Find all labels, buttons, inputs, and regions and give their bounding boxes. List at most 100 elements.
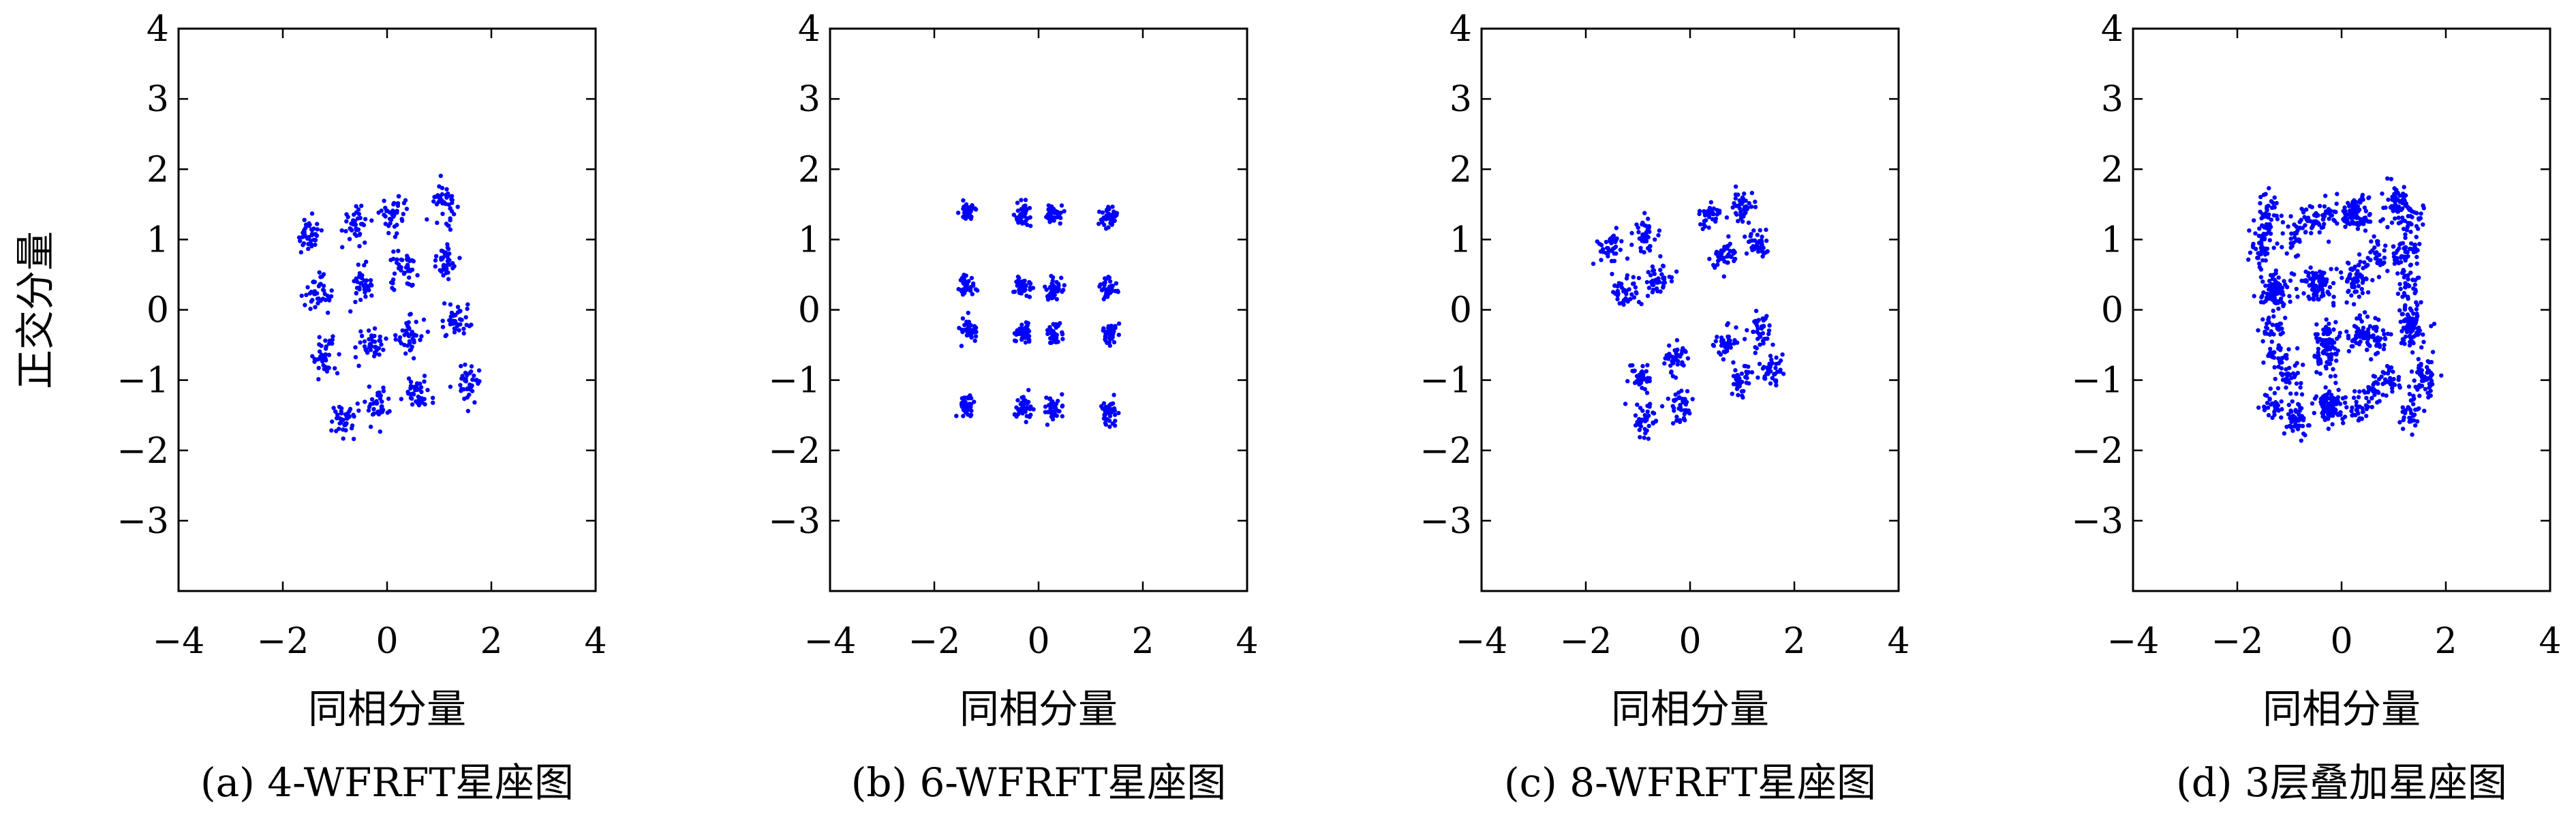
data-point [1054, 288, 1059, 293]
data-point [372, 326, 378, 331]
data-point [1651, 410, 1655, 415]
data-point [1610, 248, 1614, 254]
data-point [1683, 349, 1688, 354]
data-point [1045, 331, 1050, 337]
data-point [1760, 234, 1764, 239]
data-point [1758, 334, 1763, 339]
data-point [966, 287, 972, 292]
data-point [339, 420, 343, 425]
data-point [2307, 204, 2312, 209]
data-point [457, 256, 462, 260]
data-point [1112, 412, 1118, 417]
shared-y-axis-label: 正交分量 [12, 231, 59, 389]
data-point [1773, 378, 1778, 383]
data-point [2377, 342, 2382, 348]
x-tick-label: −2 [1560, 621, 1612, 662]
data-point [2415, 387, 2420, 392]
data-point [1613, 291, 1618, 296]
data-point [1648, 244, 1653, 249]
data-point [1613, 239, 1618, 245]
data-point [2267, 315, 2271, 320]
data-point [2373, 251, 2378, 256]
data-point [2282, 431, 2287, 436]
data-point [1019, 215, 1024, 219]
data-point [2320, 287, 2325, 292]
data-point [382, 198, 386, 203]
data-point [2292, 231, 2297, 236]
data-point [1621, 300, 1625, 305]
data-point [2304, 217, 2309, 222]
data-point [1016, 279, 1021, 284]
data-point [441, 264, 446, 269]
data-point [2419, 211, 2423, 216]
data-point [1661, 263, 1666, 268]
data-point [2395, 291, 2401, 297]
data-point [322, 292, 327, 297]
data-point [1644, 224, 1649, 228]
data-point [2414, 234, 2419, 239]
data-point [2265, 204, 2269, 209]
data-point [382, 212, 386, 217]
data-point [395, 231, 399, 236]
data-point [412, 332, 416, 337]
data-point [2253, 231, 2258, 236]
data-point [2391, 254, 2397, 259]
data-point [1027, 339, 1032, 344]
data-point [2323, 326, 2328, 331]
data-point [389, 210, 394, 215]
data-point [1714, 251, 1719, 256]
data-point [1107, 419, 1112, 423]
data-point [1637, 427, 1642, 432]
data-point [412, 384, 417, 389]
data-point [2384, 393, 2389, 398]
data-point [2361, 409, 2365, 414]
panel-caption: (b) 6-WFRFT星座图 [851, 759, 1227, 806]
data-point [2333, 320, 2338, 324]
data-point [1060, 392, 1064, 397]
data-point [2417, 241, 2422, 247]
data-point [402, 333, 407, 337]
data-point [2288, 245, 2293, 250]
data-point [2257, 261, 2262, 266]
data-point [2372, 374, 2378, 379]
data-point [1780, 352, 1785, 357]
data-point [2371, 333, 2376, 338]
data-point [2295, 427, 2301, 431]
data-point [1052, 211, 1058, 215]
data-point [371, 401, 375, 406]
data-point [425, 388, 430, 393]
data-point [1744, 251, 1749, 256]
data-point [467, 371, 472, 376]
data-point [2410, 350, 2415, 355]
data-point [1111, 339, 1117, 345]
data-point [2402, 318, 2407, 323]
data-point [1043, 410, 1048, 414]
data-point [308, 306, 313, 312]
data-point [316, 365, 321, 370]
data-point [1670, 421, 1676, 426]
data-point [371, 411, 376, 416]
data-point [2372, 234, 2376, 239]
data-point [2344, 300, 2349, 305]
data-point [2358, 339, 2363, 344]
data-point [351, 412, 356, 417]
data-point [1734, 325, 1738, 330]
data-point [1721, 357, 1726, 362]
data-point [411, 259, 416, 264]
data-point [2275, 401, 2280, 406]
data-point [440, 324, 446, 329]
data-point [2294, 224, 2299, 229]
data-point [406, 324, 411, 330]
x-tick-label: 2 [1131, 621, 1154, 662]
data-point [1647, 404, 1652, 409]
data-point [1633, 413, 1638, 418]
data-point [2398, 319, 2403, 324]
data-point [2381, 205, 2386, 211]
data-point [1012, 338, 1017, 343]
data-point [2357, 294, 2361, 299]
data-point [408, 348, 412, 352]
data-point [1043, 404, 1048, 409]
data-point [351, 222, 356, 227]
data-point [305, 285, 310, 290]
data-point [1103, 294, 1107, 299]
